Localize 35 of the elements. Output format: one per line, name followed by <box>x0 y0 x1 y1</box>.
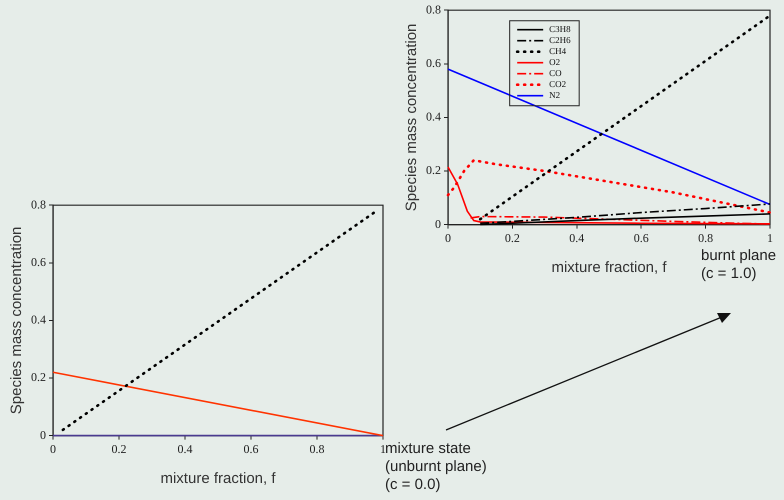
y-tick-label: 0 <box>435 216 441 231</box>
y-tick-label: 0 <box>40 428 46 442</box>
y-tick-label: 0.4 <box>426 110 441 124</box>
legend-label: CO2 <box>549 79 566 90</box>
legend-label: CH4 <box>549 46 567 56</box>
x-tick-label: 0 <box>50 442 56 456</box>
legend-label: O2 <box>549 57 560 68</box>
y-tick-label: 0.6 <box>426 56 441 70</box>
y-axis-title: Species mass concentration <box>403 24 420 212</box>
y-tick-label: 0.6 <box>31 254 46 269</box>
x-tick-label: 1 <box>380 442 386 456</box>
x-tick-label: 0 <box>445 230 451 245</box>
annotation: mixture state (unburnt plane) (c = 0.0) <box>385 440 487 494</box>
x-tick-label: 1 <box>767 230 773 245</box>
x-tick-label: 0.8 <box>310 442 324 456</box>
y-tick-label: 0.4 <box>31 312 46 327</box>
y-tick-label: 0.2 <box>426 163 441 178</box>
x-tick-label: 0.8 <box>698 230 714 245</box>
y-axis-title: Species mass concentration <box>8 226 26 414</box>
x-tick-label: 0.2 <box>504 230 520 245</box>
annotation: burnt plane (c = 1.0) <box>701 246 776 283</box>
x-tick-label: 0.6 <box>244 442 258 456</box>
x-tick-label: 0.4 <box>178 442 192 456</box>
legend-label: C2H6 <box>549 35 572 46</box>
y-tick-label: 0.2 <box>31 370 46 384</box>
legend-label: C3H8 <box>549 24 572 34</box>
legend-label: CO <box>549 68 562 78</box>
x-tick-label: 0.4 <box>569 230 584 245</box>
x-tick-label: 0.2 <box>112 442 126 456</box>
y-tick-label: 0.8 <box>426 2 441 16</box>
legend-label: N2 <box>549 90 560 100</box>
x-axis-title: mixture fraction, f <box>551 259 668 276</box>
y-tick-label: 0.8 <box>31 197 46 212</box>
x-tick-label: 0.6 <box>634 230 649 245</box>
x-axis-title: mixture fraction, f <box>160 470 276 488</box>
